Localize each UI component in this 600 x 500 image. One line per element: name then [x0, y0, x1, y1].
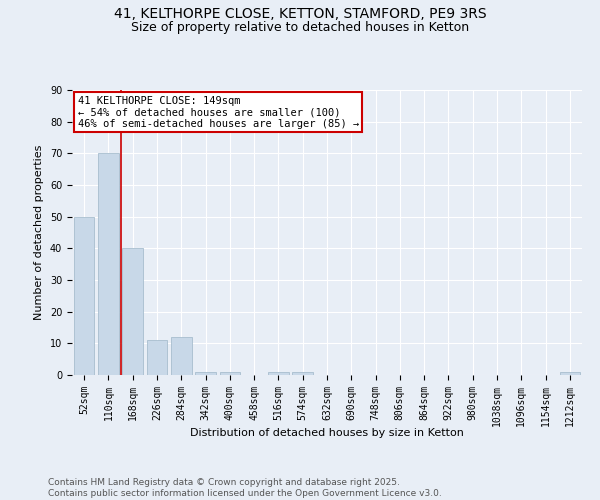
Text: Contains HM Land Registry data © Crown copyright and database right 2025.
Contai: Contains HM Land Registry data © Crown c…: [48, 478, 442, 498]
Bar: [268, 372, 289, 375]
Bar: [74, 216, 94, 375]
Bar: [220, 372, 240, 375]
Text: 41 KELTHORPE CLOSE: 149sqm
← 54% of detached houses are smaller (100)
46% of sem: 41 KELTHORPE CLOSE: 149sqm ← 54% of deta…: [77, 96, 359, 129]
Bar: [146, 340, 167, 375]
Bar: [171, 337, 191, 375]
Bar: [292, 372, 313, 375]
Text: Distribution of detached houses by size in Ketton: Distribution of detached houses by size …: [190, 428, 464, 438]
Y-axis label: Number of detached properties: Number of detached properties: [34, 145, 44, 320]
Bar: [122, 248, 143, 375]
Text: 41, KELTHORPE CLOSE, KETTON, STAMFORD, PE9 3RS: 41, KELTHORPE CLOSE, KETTON, STAMFORD, P…: [113, 8, 487, 22]
Bar: [560, 372, 580, 375]
Bar: [195, 372, 216, 375]
Text: Size of property relative to detached houses in Ketton: Size of property relative to detached ho…: [131, 21, 469, 34]
Bar: [98, 154, 119, 375]
